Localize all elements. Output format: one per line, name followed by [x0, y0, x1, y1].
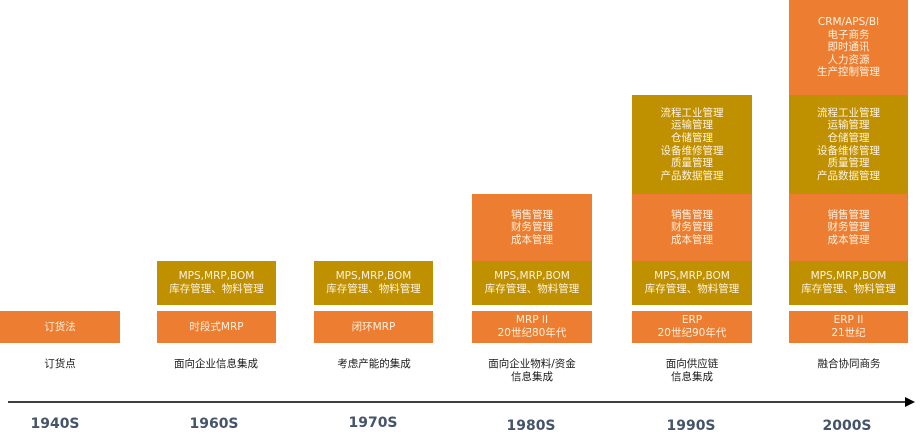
- block-1990s-sales-finance-cost: 销售管理 财务管理 成本管理: [632, 194, 752, 261]
- block-1990s-mps-mrp-bom: MPS,MRP,BOM 库存管理、物料管理: [632, 261, 752, 305]
- block-1990s-erp: ERP 20世纪90年代: [632, 311, 752, 343]
- block-1960s-time-phased-mrp: 时段式MRP: [157, 311, 276, 343]
- block-1980s-sales-finance-cost: 销售管理 财务管理 成本管理: [472, 194, 592, 261]
- era-description-1970s: 考虑产能的集成: [337, 358, 411, 370]
- block-1980s-mrp-ii: MRP II 20世纪80年代: [472, 311, 592, 343]
- block-text: 订货法: [44, 320, 76, 333]
- year-label-2000s: 2000S: [822, 418, 872, 434]
- block-1940s-order-method: 订货法: [0, 311, 120, 343]
- block-2000s-crm-aps-bi: CRM/APS/BI 电子商务 即时通讯 人力资源 生产控制管理: [789, 0, 908, 95]
- era-description-2000s: 融合协同商务: [817, 358, 881, 370]
- block-1970s-mps-mrp-bom: MPS,MRP,BOM 库存管理、物料管理: [314, 261, 433, 305]
- block-2000s-process-industry-modules: 流程工业管理 运输管理 仓储管理 设备维修管理 质量管理 产品数据管理: [789, 95, 908, 194]
- year-label-1990s: 1990S: [666, 418, 716, 434]
- block-1990s-process-industry-modules: 流程工业管理 运输管理 仓储管理 设备维修管理 质量管理 产品数据管理: [632, 95, 752, 194]
- year-label-1940s: 1940S: [30, 416, 80, 432]
- block-1970s-closed-loop-mrp: 闭环MRP: [314, 311, 433, 343]
- timeline-axis: [8, 401, 907, 403]
- block-2000s-erp-ii: ERP II 21世纪: [789, 311, 908, 343]
- block-2000s-mps-mrp-bom: MPS,MRP,BOM 库存管理、物料管理: [789, 261, 908, 305]
- block-2000s-sales-finance-cost: 销售管理 财务管理 成本管理: [789, 194, 908, 261]
- block-1980s-mps-mrp-bom: MPS,MRP,BOM 库存管理、物料管理: [472, 261, 592, 305]
- era-description-1990s: 面向供应链 信息集成: [665, 358, 719, 383]
- era-description-1940s: 订货点: [44, 358, 76, 370]
- block-1960s-mps-mrp-bom: MPS,MRP,BOM 库存管理、物料管理: [157, 261, 276, 305]
- era-description-1980s: 面向企业物料/资金 信息集成: [488, 358, 576, 383]
- timeline-arrow-icon: [905, 397, 915, 407]
- year-label-1960s: 1960S: [189, 416, 239, 432]
- year-label-1980s: 1980S: [506, 418, 556, 434]
- year-label-1970s: 1970S: [348, 415, 398, 431]
- era-description-1960s: 面向企业信息集成: [174, 358, 258, 370]
